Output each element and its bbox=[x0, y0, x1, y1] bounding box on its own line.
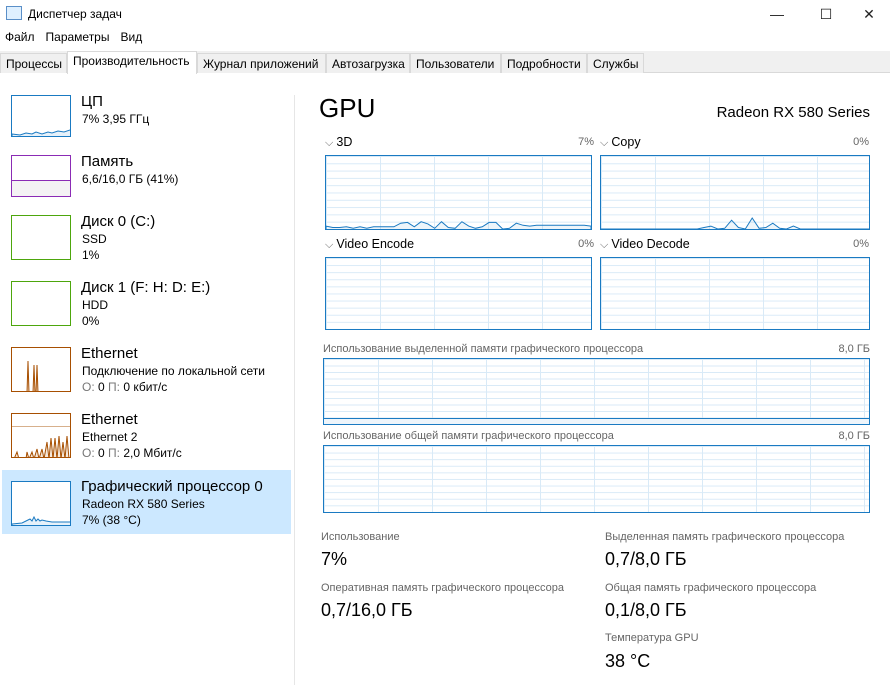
shared-memory-graph bbox=[323, 445, 870, 513]
engine-copy-label[interactable]: ⌵ Copy bbox=[600, 135, 641, 149]
memory-name: Память bbox=[81, 153, 134, 170]
stat-gpu-memory-label: Оперативная память графического процессо… bbox=[321, 582, 565, 594]
tab-app-history[interactable]: Журнал приложений bbox=[197, 53, 326, 73]
disk0-usage: 1% bbox=[82, 248, 100, 262]
engine-decode-graph bbox=[600, 257, 870, 330]
window-title: Диспетчер задач bbox=[28, 7, 122, 21]
engine-copy-line bbox=[601, 217, 869, 229]
stat-usage-value: 7% bbox=[321, 549, 348, 569]
engine-3d-graph bbox=[325, 155, 592, 230]
stat-temperature-value: 38 °C bbox=[605, 651, 651, 671]
maximize-button[interactable]: ☐ bbox=[819, 5, 833, 22]
sidebar-item-gpu0[interactable]: Графический процессор 0 Radeon RX 580 Se… bbox=[2, 470, 291, 534]
engine-copy-pct: 0% bbox=[853, 136, 869, 148]
engine-encode-label[interactable]: ⌵ Video Encode bbox=[325, 237, 415, 251]
dedicated-memory-label: Использование выделенной памяти графичес… bbox=[323, 343, 644, 355]
dedicated-memory-max: 8,0 ГБ bbox=[838, 343, 870, 355]
engine-decode-pct: 0% bbox=[853, 238, 869, 250]
ethernet2-throughput: О: 0 П: 2,0 Мбит/с bbox=[82, 446, 182, 460]
sidebar-item-ethernet1[interactable]: Ethernet Подключение по локальной сети О… bbox=[2, 340, 291, 404]
cpu-detail: 7% 3,95 ГГц bbox=[82, 112, 150, 126]
stat-temperature-label: Температура GPU bbox=[605, 632, 699, 644]
title-bar: Диспетчер задач — ☐ ✕ bbox=[0, 0, 890, 28]
shared-memory-label: Использование общей памяти графического … bbox=[323, 430, 614, 442]
gpu-model: Radeon RX 580 Series bbox=[716, 104, 870, 121]
ethernet1-name: Ethernet bbox=[81, 345, 138, 362]
usage-series bbox=[326, 221, 591, 229]
cpu-name: ЦП bbox=[81, 93, 103, 110]
gpu0-name: Графический процессор 0 bbox=[81, 478, 263, 495]
sidebar-item-disk0[interactable]: Диск 0 (C:) SSD 1% bbox=[2, 208, 291, 272]
menu-options[interactable]: Параметры bbox=[45, 30, 110, 44]
sidebar-item-memory[interactable]: Память 6,6/16,0 ГБ (41%) bbox=[2, 148, 291, 212]
stat-dedicated-value: 0,7/8,0 ГБ bbox=[605, 549, 687, 569]
memory-detail: 6,6/16,0 ГБ (41%) bbox=[82, 172, 179, 186]
ethernet2-adapter: Ethernet 2 bbox=[82, 430, 138, 444]
ethernet1-adapter: Подключение по локальной сети bbox=[82, 364, 265, 378]
task-manager-icon bbox=[6, 6, 22, 20]
gpu0-model: Radeon RX 580 Series bbox=[82, 497, 205, 511]
sidebar-item-cpu[interactable]: ЦП 7% 3,95 ГГц bbox=[2, 88, 291, 152]
gpu0-usage: 7% (38 °C) bbox=[82, 513, 141, 527]
menu-bar: Файл Параметры Вид bbox=[0, 30, 148, 48]
engine-3d-label[interactable]: ⌵ 3D bbox=[325, 135, 353, 149]
dedicated-memory-graph bbox=[323, 358, 870, 425]
engine-encode-pct: 0% bbox=[578, 238, 594, 250]
shared-memory-max: 8,0 ГБ bbox=[838, 430, 870, 442]
page-title: GPU bbox=[319, 93, 376, 123]
disk1-thumbnail bbox=[11, 281, 71, 326]
disk1-name: Диск 1 (F: H: D: E:) bbox=[81, 279, 211, 296]
menu-file[interactable]: Файл bbox=[5, 30, 35, 44]
tab-bar: Процессы Производительность Журнал прило… bbox=[0, 51, 890, 74]
engine-3d-pct: 7% bbox=[578, 136, 594, 148]
tab-performance[interactable]: Производительность bbox=[67, 51, 197, 74]
stat-dedicated-label: Выделенная память графического процессор… bbox=[605, 531, 845, 543]
stat-usage-label: Использование bbox=[321, 531, 400, 543]
disk0-type: SSD bbox=[82, 232, 107, 246]
stat-shared-value: 0,1/8,0 ГБ bbox=[605, 600, 687, 620]
tab-startup[interactable]: Автозагрузка bbox=[326, 53, 410, 73]
ethernet2-name: Ethernet bbox=[81, 411, 138, 428]
disk0-name: Диск 0 (C:) bbox=[81, 213, 156, 230]
minimize-button[interactable]: — bbox=[770, 6, 784, 22]
tab-details[interactable]: Подробности bbox=[501, 53, 587, 73]
engine-decode-label[interactable]: ⌵ Video Decode bbox=[600, 237, 690, 251]
tab-processes[interactable]: Процессы bbox=[0, 53, 67, 73]
cpu-thumbnail bbox=[11, 95, 71, 137]
engine-encode-graph bbox=[325, 257, 592, 330]
gpu0-thumbnail bbox=[11, 481, 71, 526]
disk1-usage: 0% bbox=[82, 314, 100, 328]
ethernet2-thumbnail bbox=[11, 413, 71, 458]
tab-users[interactable]: Пользователи bbox=[410, 53, 501, 73]
sidebar-item-disk1[interactable]: Диск 1 (F: H: D: E:) HDD 0% bbox=[2, 274, 291, 338]
disk1-type: HDD bbox=[82, 298, 108, 312]
tab-services[interactable]: Службы bbox=[587, 53, 644, 73]
stat-shared-label: Общая память графического процессора bbox=[605, 582, 817, 594]
stat-gpu-memory-value: 0,7/16,0 ГБ bbox=[321, 600, 413, 620]
close-button[interactable]: ✕ bbox=[863, 5, 875, 22]
sidebar-divider bbox=[294, 95, 295, 685]
engine-copy-graph bbox=[600, 155, 870, 230]
disk0-thumbnail bbox=[11, 215, 71, 260]
memory-thumbnail bbox=[11, 155, 71, 197]
usage-series bbox=[601, 217, 869, 229]
ethernet1-throughput: О: 0 П: 0 кбит/с bbox=[82, 380, 168, 394]
engine-3d-line bbox=[326, 221, 591, 229]
ethernet1-thumbnail bbox=[11, 347, 71, 392]
sidebar-item-ethernet2[interactable]: Ethernet Ethernet 2 О: 0 П: 2,0 Мбит/с bbox=[2, 406, 291, 470]
menu-view[interactable]: Вид bbox=[120, 30, 143, 44]
